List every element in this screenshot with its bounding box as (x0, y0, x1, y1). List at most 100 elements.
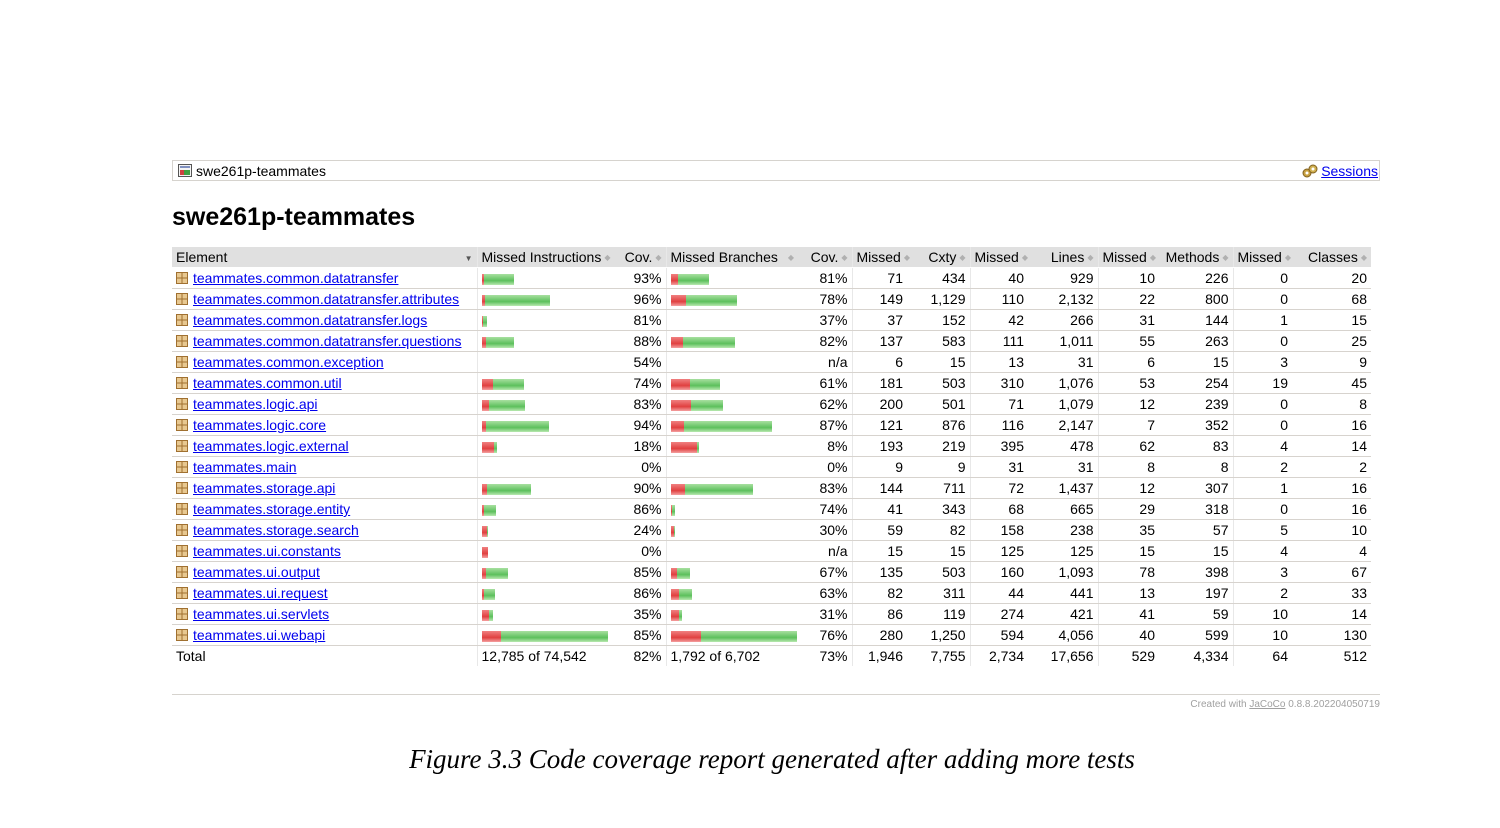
missed-bar-segment (670, 399, 691, 411)
lines: 1,079 (1028, 393, 1098, 415)
cxty: 82 (907, 519, 970, 541)
element-cell: teammates.logic.external (172, 435, 477, 457)
total-instr-cov: 82% (617, 645, 666, 666)
sessions-link[interactable]: Sessions (1321, 162, 1378, 179)
branches-coverage-bar (670, 294, 737, 306)
covered-bar-segment (485, 420, 549, 432)
package-link[interactable]: teammates.storage.entity (193, 501, 351, 517)
instr-cov: 81% (617, 309, 666, 331)
instr-cov: 90% (617, 477, 666, 499)
package-icon (176, 545, 188, 557)
col-classes[interactable]: Classes ◆ (1292, 247, 1371, 268)
package-link[interactable]: teammates.logic.external (193, 438, 349, 454)
package-link[interactable]: teammates.storage.api (193, 480, 336, 496)
cxty: 15 (907, 351, 970, 373)
missed-classes: 10 (1232, 603, 1292, 625)
breadcrumb-project[interactable]: swe261p-teammates (178, 163, 326, 179)
element-cell: teammates.main (172, 456, 477, 478)
sessions-link-wrap[interactable]: Sessions (1302, 163, 1379, 179)
package-link[interactable]: teammates.common.datatransfer.logs (193, 312, 428, 328)
package-link[interactable]: teammates.common.datatransfer.questions (193, 333, 462, 349)
lines: 665 (1028, 498, 1098, 520)
missed-cxty: 59 (851, 519, 907, 541)
missed-lines: 13 (969, 351, 1028, 373)
instr-bar-cell (476, 435, 617, 457)
col-instr-cov[interactable]: Cov. ◆ (617, 247, 666, 268)
element-cell: teammates.common.datatransfer.attributes (172, 288, 477, 310)
missed-bar-segment (481, 315, 483, 327)
jacoco-link[interactable]: JaCoCo (1249, 699, 1286, 710)
package-link[interactable]: teammates.ui.servlets (193, 606, 330, 622)
package-link[interactable]: teammates.common.util (193, 375, 342, 391)
element-cell: teammates.common.util (172, 372, 477, 394)
total-lines: 17,656 (1028, 645, 1098, 666)
package-link[interactable]: teammates.logic.api (193, 396, 318, 412)
sort-icon: ◆ (604, 253, 611, 263)
branches-coverage-bar (670, 588, 692, 600)
package-link[interactable]: teammates.common.datatransfer (193, 270, 399, 286)
covered-bar-segment (492, 378, 524, 390)
missed-bar-segment (481, 441, 494, 453)
instructions-coverage-bar (481, 399, 525, 411)
classes: 8 (1292, 393, 1371, 415)
branch-bar-cell (665, 561, 802, 583)
branch-bar-cell (665, 498, 802, 520)
col-missed-lines[interactable]: Missed ◆ (969, 247, 1028, 268)
missed-lines: 274 (969, 603, 1028, 625)
covered-bar-segment (673, 525, 675, 537)
package-link[interactable]: teammates.common.datatransfer.attributes (193, 291, 460, 307)
col-missed-cxty[interactable]: Missed ◆ (851, 247, 910, 268)
col-missed-instructions[interactable]: Missed Instructions ◆ (476, 247, 617, 268)
missed-classes: 0 (1232, 330, 1292, 352)
package-link[interactable]: teammates.storage.search (193, 522, 359, 538)
instr-cov: 93% (617, 267, 666, 289)
col-cxty[interactable]: Cxty ◆ (907, 247, 970, 268)
covered-bar-segment (483, 588, 495, 600)
branch-cov: 31% (802, 603, 852, 625)
sort-icon: ◆ (1087, 253, 1094, 263)
covered-bar-segment (696, 441, 699, 453)
branch-cov: 30% (802, 519, 852, 541)
coverage-report: swe261p-teammates Sessions swe261p-teamm… (172, 160, 1380, 666)
package-link[interactable]: teammates.ui.constants (193, 543, 341, 559)
package-link[interactable]: teammates.ui.output (193, 564, 320, 580)
classes: 68 (1292, 288, 1371, 310)
col-element[interactable]: Element ▼ (172, 247, 477, 268)
package-link[interactable]: teammates.ui.request (193, 585, 328, 601)
missed-bar-segment (481, 630, 501, 642)
package-link[interactable]: teammates.main (193, 459, 297, 475)
classes: 16 (1292, 498, 1371, 520)
package-link[interactable]: teammates.logic.core (193, 417, 327, 433)
col-missed-branches[interactable]: Missed Branches ◆ (665, 247, 802, 268)
package-icon (176, 587, 188, 599)
branches-coverage-bar (670, 609, 682, 621)
branches-coverage-bar (670, 630, 797, 642)
methods: 352 (1159, 414, 1233, 436)
lines: 31 (1028, 351, 1098, 373)
package-link[interactable]: teammates.ui.webapi (193, 627, 326, 643)
classes: 9 (1292, 351, 1371, 373)
branch-cov: 37% (802, 309, 852, 331)
col-missed-methods[interactable]: Missed ◆ (1097, 247, 1159, 268)
covered-bar-segment (671, 504, 675, 516)
instr-bar-cell (476, 330, 617, 352)
instr-cov: 86% (617, 498, 666, 520)
branch-cov: 67% (802, 561, 852, 583)
missed-bar-segment (481, 294, 485, 306)
instructions-coverage-bar (481, 441, 497, 453)
col-lines[interactable]: Lines ◆ (1028, 247, 1098, 268)
missed-bar-segment (481, 525, 487, 537)
missed-bar-segment (481, 420, 486, 432)
missed-bar-segment (670, 630, 701, 642)
package-link[interactable]: teammates.common.exception (193, 354, 384, 370)
col-branch-cov[interactable]: Cov. ◆ (802, 247, 852, 268)
instr-cov: 74% (617, 372, 666, 394)
col-missed-classes[interactable]: Missed ◆ (1232, 247, 1292, 268)
package-icon (176, 461, 188, 473)
missed-methods: 8 (1097, 456, 1159, 478)
missed-classes: 2 (1232, 456, 1292, 478)
missed-cxty: 149 (851, 288, 907, 310)
lines: 478 (1028, 435, 1098, 457)
col-methods[interactable]: Methods ◆ (1159, 247, 1233, 268)
sort-down-icon: ▼ (464, 254, 473, 263)
